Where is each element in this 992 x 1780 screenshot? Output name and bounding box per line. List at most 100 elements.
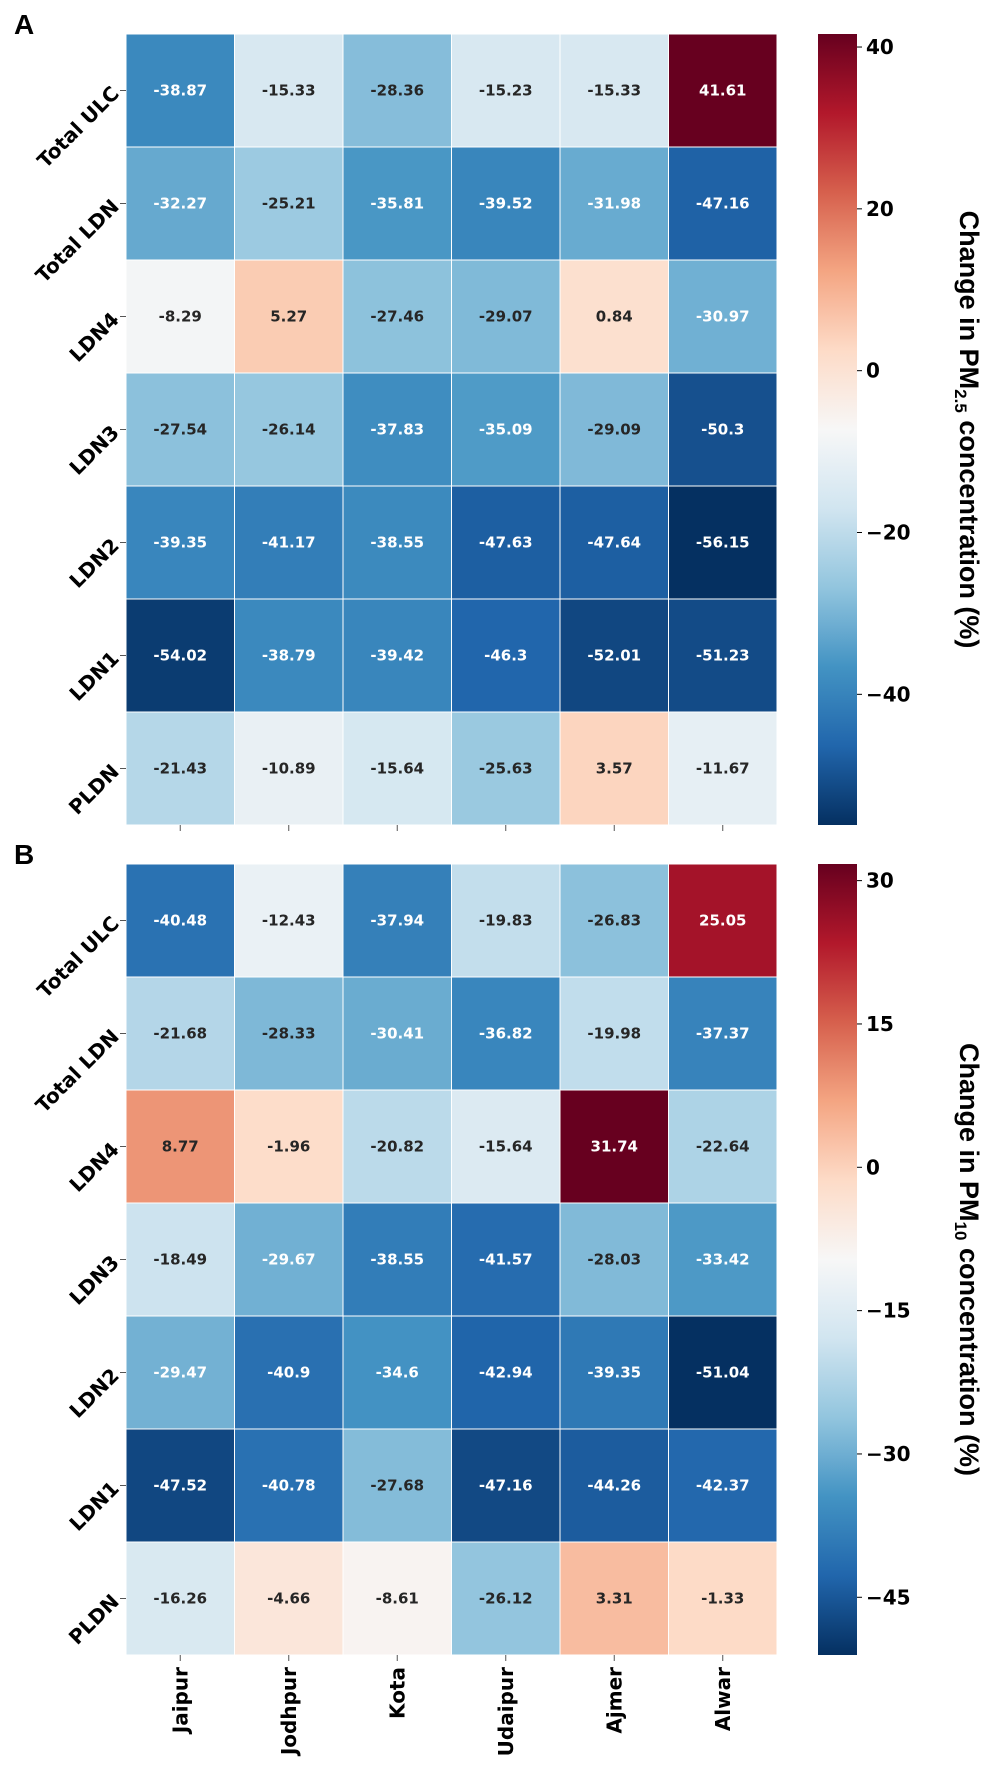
heatmap-cell — [668, 1428, 778, 1543]
cell-value-label: -27.54 — [153, 421, 207, 439]
cell-value-label: -50.3 — [701, 421, 744, 439]
colorbar — [818, 864, 857, 1655]
cell-value-label: -16.26 — [153, 1590, 207, 1608]
heatmap-cell — [125, 1541, 235, 1656]
cell-value-label: -40.78 — [262, 1477, 316, 1495]
row-label: LDN1 — [64, 646, 123, 705]
colorbar-tick-label: 0 — [866, 359, 880, 383]
cell-value-label: -11.67 — [696, 760, 750, 778]
cell-value-label: -19.98 — [587, 1025, 641, 1043]
cell-value-label: -28.36 — [370, 82, 424, 100]
colorbar-tick-label: −30 — [866, 1442, 911, 1466]
colorbar-label-prefix: Change in PM — [954, 1043, 984, 1222]
column-label: Kota — [385, 1667, 409, 1719]
cell-value-label: -1.33 — [701, 1590, 744, 1608]
cell-value-label: -39.52 — [479, 195, 533, 213]
cell-value-label: -27.68 — [370, 1477, 424, 1495]
cell-value-label: 3.31 — [596, 1590, 633, 1608]
heatmap-cell — [234, 863, 344, 978]
cell-value-label: -38.79 — [262, 647, 316, 665]
heatmap-cell — [559, 485, 669, 600]
cell-value-label: -56.15 — [696, 534, 750, 552]
heatmap-cell — [234, 1202, 344, 1317]
cell-value-label: -46.3 — [484, 647, 527, 665]
cell-value-label: -15.64 — [370, 760, 424, 778]
row-label: LDN3 — [64, 420, 123, 479]
cell-value-label: -30.97 — [696, 308, 750, 326]
cell-value-label: -47.52 — [153, 1477, 207, 1495]
cell-value-label: -10.89 — [262, 760, 316, 778]
column-label: Udaipur — [494, 1667, 518, 1756]
heatmap-cell — [451, 976, 561, 1091]
colorbar-tick-label: 0 — [866, 1155, 880, 1179]
cell-value-label: -38.55 — [370, 1251, 424, 1269]
panel-b-pm10-heatmap: B -40.48 -12.43 -37.94 -19.83 -26.83 25.05 -21.… — [14, 839, 984, 1757]
heatmap-cell — [234, 976, 344, 1091]
heatmap-cell — [342, 485, 452, 600]
heatmap-cell — [668, 1202, 778, 1317]
cell-value-label: -26.14 — [262, 421, 316, 439]
cell-value-label: -12.43 — [262, 912, 316, 930]
heatmap-cell — [125, 1315, 235, 1430]
cell-value-label: -38.55 — [370, 534, 424, 552]
cell-value-label: 8.77 — [162, 1138, 199, 1156]
column-label: Jaipur — [168, 1667, 192, 1735]
heatmap-cell — [125, 485, 235, 600]
row-label: LDN4 — [64, 307, 123, 366]
cell-value-label: -33.42 — [696, 1251, 750, 1269]
heatmap-cell — [125, 976, 235, 1091]
cell-value-label: -28.33 — [262, 1025, 316, 1043]
heatmap-cell — [451, 1428, 561, 1543]
heatmap-cell — [668, 1315, 778, 1430]
heatmap-cell — [668, 711, 778, 826]
cell-value-label: -34.6 — [376, 1364, 419, 1382]
cell-value-label: 41.61 — [699, 82, 746, 100]
row-label: Total ULC — [32, 911, 123, 1002]
cell-value-label: -52.01 — [587, 647, 641, 665]
heatmap-cell — [451, 863, 561, 978]
colorbar-label-prefix: Change in PM — [954, 211, 984, 390]
heatmap-cell — [234, 372, 344, 487]
colorbar-tick-label: −45 — [866, 1585, 911, 1609]
heatmap-cell — [668, 598, 778, 713]
heatmap-cell — [451, 711, 561, 826]
heatmap-cell — [125, 259, 235, 374]
heatmap-cell — [234, 1315, 344, 1430]
colorbar-label: Change in PM2.5 concentration (%) — [951, 211, 984, 649]
row-label: Total LDN — [31, 194, 124, 287]
heatmap-cell — [342, 976, 452, 1091]
heatmap-cell — [559, 259, 669, 374]
colorbar-tick-label: 40 — [866, 35, 894, 59]
colorbar-label-subscript: 10 — [951, 1222, 970, 1241]
heatmap-cell — [559, 863, 669, 978]
cell-value-label: -44.26 — [587, 1477, 641, 1495]
heatmap-cell — [342, 1315, 452, 1430]
heatmap-cell — [668, 485, 778, 600]
heatmap-cell — [668, 146, 778, 261]
heatmap-cell — [668, 976, 778, 1091]
cell-value-label: -29.47 — [153, 1364, 207, 1382]
cell-value-label: -26.83 — [587, 912, 641, 930]
cell-value-label: -30.41 — [370, 1025, 424, 1043]
colorbar-label: Change in PM10 concentration (%) — [951, 1043, 984, 1476]
heatmap-cell — [451, 259, 561, 374]
colorbar — [818, 34, 857, 825]
heatmap-cell — [451, 1315, 561, 1430]
cell-value-label: -18.49 — [153, 1251, 207, 1269]
heatmap-cell — [451, 372, 561, 487]
heatmap-cell — [451, 1202, 561, 1317]
heatmap-cell — [559, 1541, 669, 1656]
cell-value-label: -41.17 — [262, 534, 316, 552]
heatmap-cell — [342, 1541, 452, 1656]
row-label: LDN3 — [64, 1250, 123, 1309]
cell-value-label: -19.83 — [479, 912, 533, 930]
heatmap-cell — [234, 711, 344, 826]
cell-value-label: -29.67 — [262, 1251, 316, 1269]
cell-value-label: -47.16 — [696, 195, 750, 213]
heatmap-cell — [125, 1428, 235, 1543]
cell-value-label: -31.98 — [587, 195, 641, 213]
cell-value-label: -22.64 — [696, 1138, 750, 1156]
cell-value-label: -38.87 — [153, 82, 207, 100]
cell-value-label: 3.57 — [596, 760, 633, 778]
